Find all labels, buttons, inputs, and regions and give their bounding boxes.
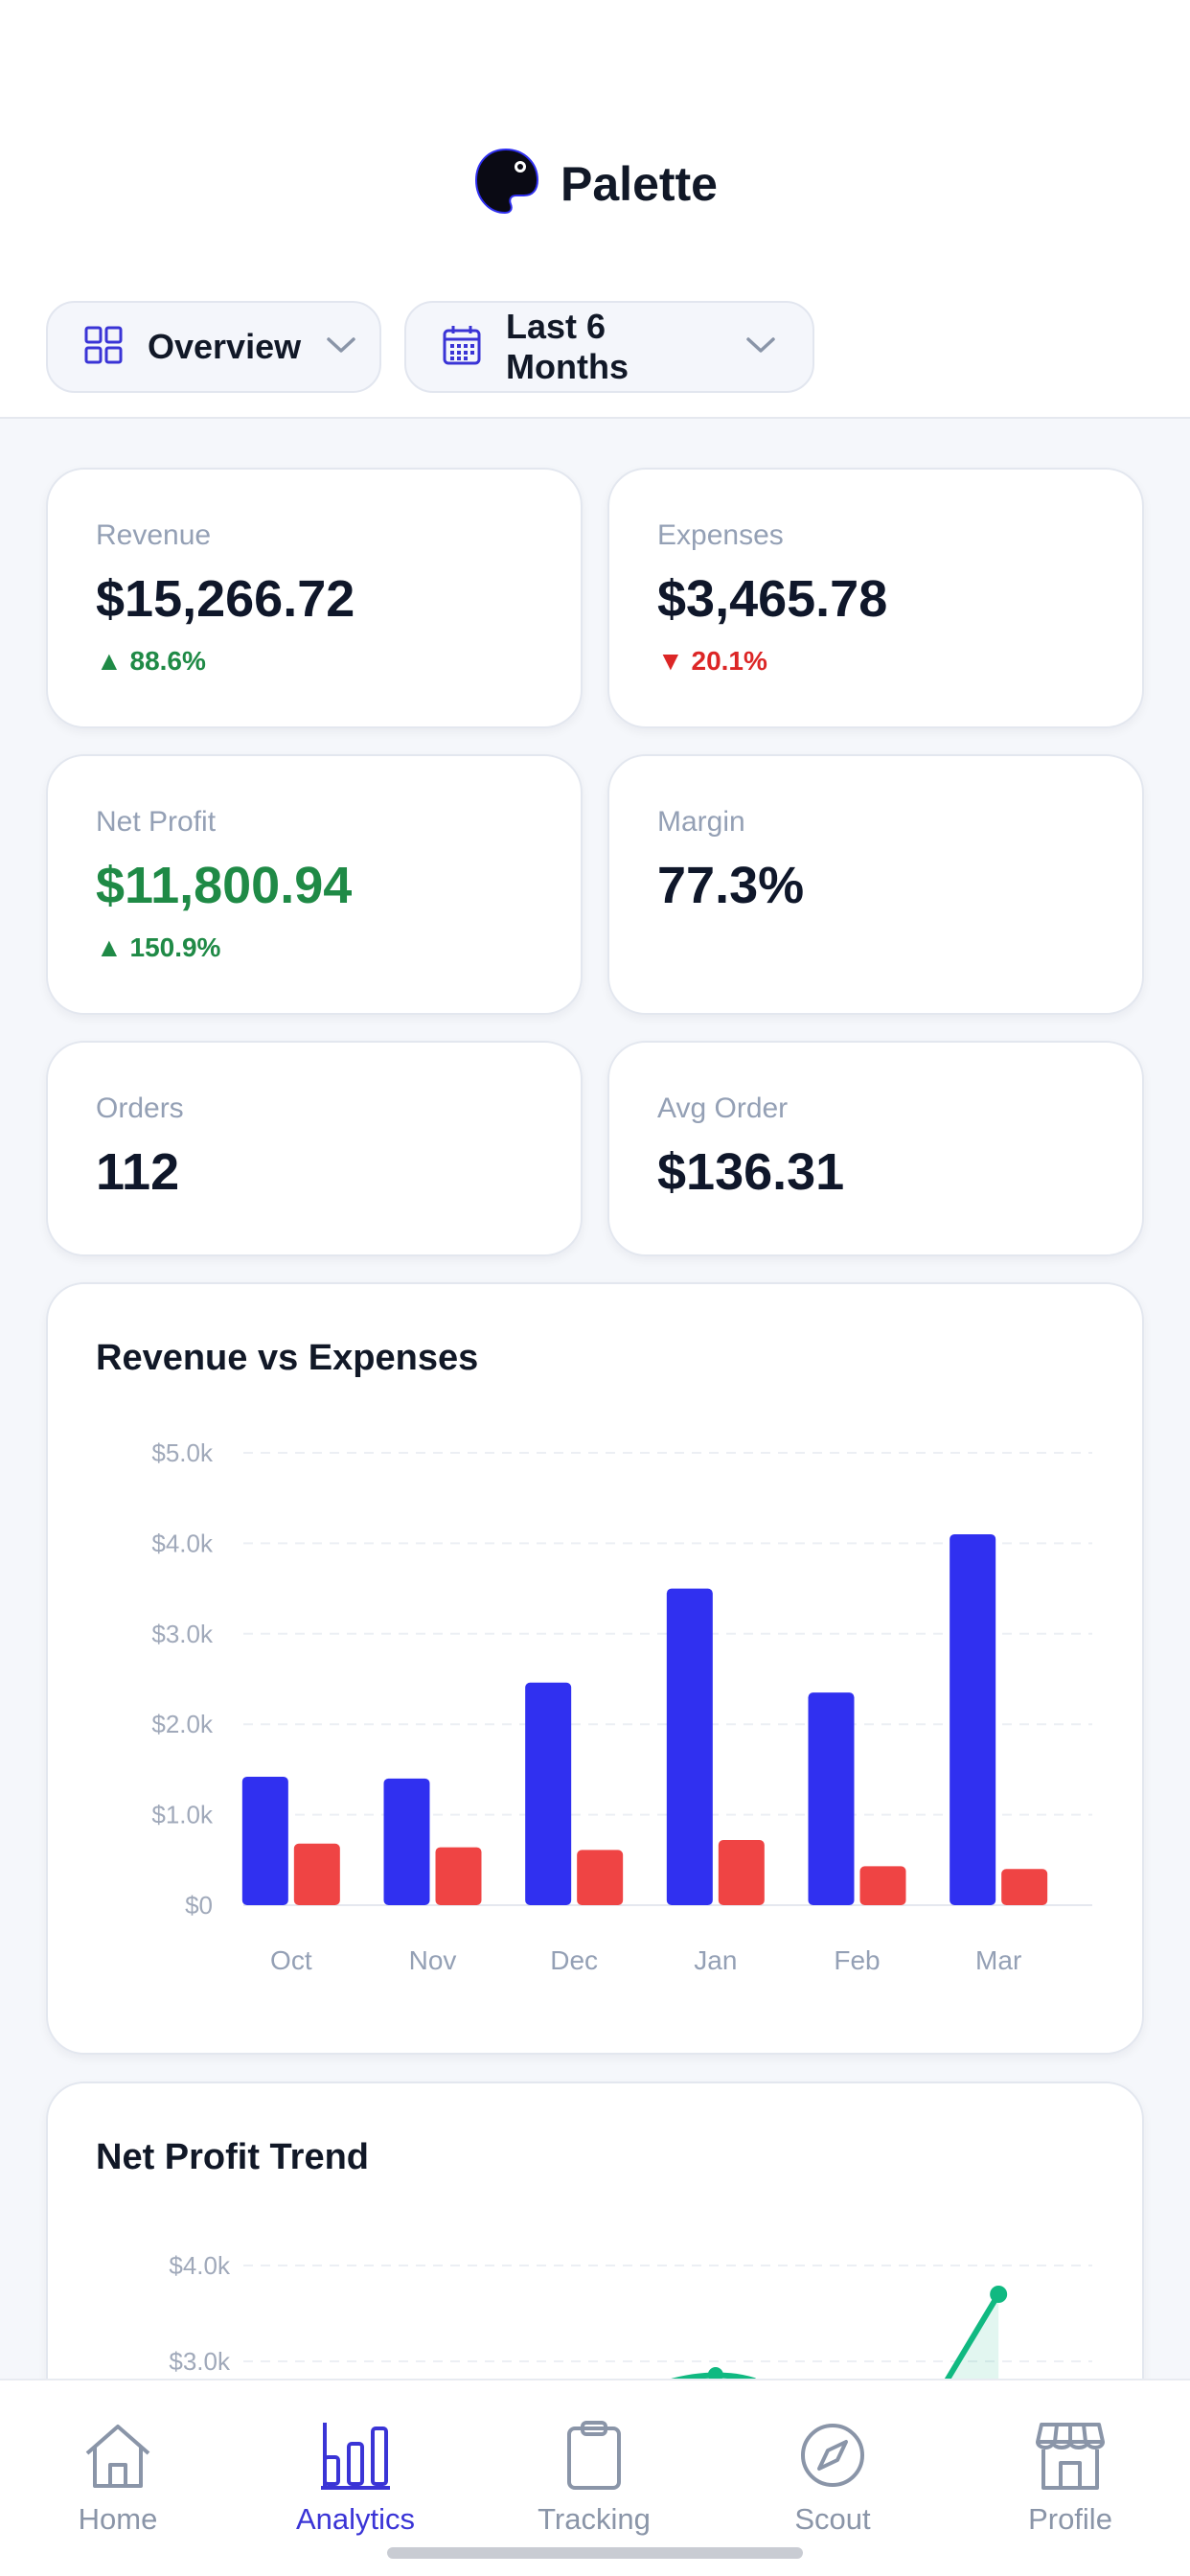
bar [718,1840,765,1905]
bar [950,1533,996,1905]
margin-card[interactable]: Margin 77.3% [607,754,1144,1015]
revenue-card[interactable]: Revenue $15,266.72 ▲ 88.6% [46,468,583,728]
chart-title: Revenue vs Expenses [96,1338,479,1378]
calendar-icon [443,325,481,370]
stat-value: $15,266.72 [96,570,355,628]
y-tick-label: $4.0k [151,1529,214,1557]
stat-value: $3,465.78 [657,570,888,628]
x-tick-label: Mar [975,1945,1021,1975]
bar [241,1776,288,1905]
bar [859,1866,906,1905]
stat-label: Avg Order [657,1092,789,1124]
y-tick-label: $1.0k [151,1801,214,1829]
overview-label: Overview [148,327,302,366]
avg-order-card[interactable]: Avg Order $136.31 [607,1041,1144,1256]
y-tick-label: $3.0k [169,2347,231,2376]
x-tick-label: Oct [270,1945,312,1975]
period-label: Last 6 Months [506,307,629,386]
home-indicator [387,2547,803,2559]
stat-value: 112 [96,1143,180,1201]
revenue-expenses-chart: $0 $1.0k $2.0k $3.0k $4.0k $5.0k Oct Nov Dec Jan F… [151,1438,1092,1975]
orders-card[interactable]: Orders 112 [46,1041,583,1256]
bar [383,1778,430,1905]
y-tick-label: $3.0k [151,1620,214,1648]
y-tick-label: $5.0k [151,1438,214,1467]
nav-label: Analytics [295,2502,416,2536]
nav-profile[interactable]: Profile [974,2419,1166,2537]
bar [808,1692,855,1905]
nav-analytics[interactable]: Analytics [260,2419,451,2537]
y-tick-label: $4.0k [169,2251,231,2280]
bar [1001,1869,1048,1905]
x-tick-label: Dec [550,1945,598,1975]
brand: Palette [0,146,1190,221]
nav-label: Tracking [538,2502,651,2536]
stat-value: 77.3% [657,857,805,914]
stat-label: Expenses [657,519,784,551]
bar [666,1588,713,1905]
x-tick-label: Nov [409,1945,457,1975]
stat-label: Orders [96,1092,184,1124]
x-tick-label: Feb [834,1945,880,1975]
series-line [938,2291,1002,2393]
stat-value: $136.31 [657,1143,845,1201]
x-tick-label: Jan [694,1945,737,1975]
nav-label: Scout [794,2502,871,2536]
expenses-card[interactable]: Expenses $3,465.78 ▼ 20.1% [607,468,1144,728]
bar-chart-icon [319,2419,392,2496]
nav-scout[interactable]: Scout [737,2419,928,2537]
bar [293,1843,340,1905]
stat-change: ▲ 150.9% [96,932,221,962]
nav-tracking[interactable]: Tracking [498,2419,690,2537]
home-icon [81,2419,154,2496]
bottom-navigation: Home Analytics Tracking [0,2379,1190,2576]
data-point [990,2286,1008,2303]
net-profit-card[interactable]: Net Profit $11,800.94 ▲ 150.9% [46,754,583,1015]
revenue-expenses-chart-card: Revenue vs Expenses $0 $1.0k $2.0k $3.0k $4.… [46,1282,1144,2055]
stat-label: Net Profit [96,806,217,838]
y-tick-label: $0 [185,1891,213,1920]
y-tick-label: $2.0k [151,1710,214,1738]
clipboard-icon [558,2419,630,2496]
net-profit-trend-chart: $4.0k $3.0k [169,2251,1092,2393]
bar [525,1682,572,1905]
chart-title: Net Profit Trend [96,2137,370,2177]
grid-icon [84,326,123,369]
storefront-icon [1034,2419,1107,2496]
app-name: Palette [561,156,718,211]
nav-label: Home [78,2502,158,2536]
overview-dropdown[interactable]: Overview [46,301,381,393]
stat-change: ▼ 20.1% [657,646,767,676]
chevron-down-icon [326,335,356,359]
nav-label: Profile [1028,2502,1112,2536]
compass-icon [796,2419,869,2496]
nav-home[interactable]: Home [22,2419,214,2537]
stat-change: ▲ 88.6% [96,646,206,676]
bar [435,1847,482,1905]
period-dropdown[interactable]: Last 6 Months [404,301,814,393]
stat-label: Revenue [96,519,212,551]
app-header: Palette Overview [0,0,1190,419]
chevron-down-icon [745,335,776,359]
stat-value: $11,800.94 [96,857,353,914]
stat-label: Margin [657,806,745,838]
bar [577,1850,624,1905]
palette-icon [472,146,539,221]
